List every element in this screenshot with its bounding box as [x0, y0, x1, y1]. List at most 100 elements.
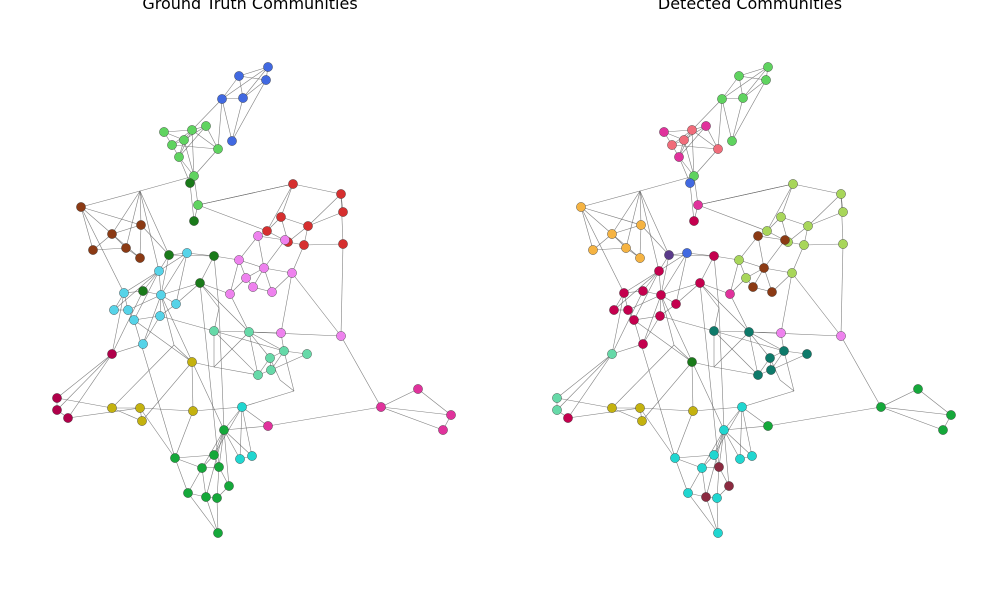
- graph-edge: [257, 235, 265, 269]
- graph-edge: [713, 255, 720, 309]
- graph-edge: [699, 282, 731, 295]
- graph-edge: [705, 429, 725, 498]
- graph-node: [552, 405, 562, 415]
- graph-node: [63, 413, 73, 423]
- graph-node: [738, 93, 748, 103]
- graph-edge: [660, 254, 670, 296]
- graph-node: [664, 250, 674, 260]
- graph-edge: [697, 204, 768, 232]
- graph-edge: [223, 406, 243, 431]
- graph-edge: [716, 466, 720, 499]
- graph-edge: [139, 407, 176, 459]
- graph-node: [121, 243, 131, 253]
- graph-edge: [738, 66, 769, 77]
- graph-edge: [687, 492, 719, 534]
- graph-node: [607, 403, 617, 413]
- graph-edge: [199, 282, 250, 333]
- graph-edge: [187, 492, 219, 534]
- graph-node: [338, 207, 348, 217]
- graph-edge: [717, 98, 723, 150]
- graph-node: [762, 226, 772, 236]
- graph-node: [170, 453, 180, 463]
- graph-edge: [242, 66, 269, 99]
- graph-node: [638, 339, 648, 349]
- graph-node: [671, 299, 681, 309]
- graph-node: [107, 229, 117, 239]
- graph-node: [713, 144, 723, 154]
- graph-edge: [580, 206, 642, 226]
- graph-edge: [199, 282, 220, 468]
- graph-edge: [213, 330, 259, 376]
- graph-edge: [729, 259, 740, 295]
- graph-edge: [692, 406, 743, 412]
- graph-node: [687, 357, 697, 367]
- graph-node: [761, 75, 771, 85]
- graph-edge: [741, 390, 795, 408]
- graph-node: [159, 127, 169, 137]
- graph-edge: [140, 224, 170, 256]
- graph-node: [182, 248, 192, 258]
- graph-node: [263, 421, 273, 431]
- graph-node: [209, 251, 219, 261]
- graph-edge: [241, 406, 253, 457]
- graph-edge: [683, 139, 695, 177]
- graph-edge: [580, 206, 613, 235]
- graph-edge: [216, 466, 220, 499]
- graph-edge: [716, 497, 719, 534]
- graph-node: [709, 326, 719, 336]
- graph-edge: [741, 406, 753, 457]
- graph-edge: [171, 144, 219, 150]
- graph-edge: [713, 330, 759, 376]
- graph-node: [276, 328, 286, 338]
- graph-edge: [675, 282, 701, 305]
- graph-node: [279, 346, 289, 356]
- graph-node: [189, 216, 199, 226]
- graph-edge: [197, 204, 268, 232]
- graph-edge: [142, 315, 161, 345]
- graph-node: [227, 136, 237, 146]
- graph-edge: [731, 97, 744, 142]
- graph-edge: [160, 254, 170, 296]
- graph-edge: [113, 270, 160, 311]
- graph-node: [88, 245, 98, 255]
- graph-edge: [307, 193, 342, 227]
- graph-edge: [699, 255, 715, 284]
- graph-node: [748, 282, 758, 292]
- graph-node: [201, 492, 211, 502]
- graph-edge: [67, 407, 141, 419]
- graph-edge: [193, 148, 219, 177]
- graph-edge: [80, 206, 142, 226]
- graph-node: [695, 278, 705, 288]
- graph-node: [164, 250, 174, 260]
- graph-edge: [125, 190, 141, 249]
- graph-edge: [199, 282, 231, 295]
- graph-edge: [780, 183, 794, 218]
- graph-edge: [280, 183, 294, 218]
- graph-edge: [221, 66, 269, 100]
- graph-edge: [718, 429, 725, 468]
- graph-edge: [223, 429, 241, 460]
- graph-edge: [731, 79, 767, 142]
- graph-node: [336, 189, 346, 199]
- graph-edge: [705, 496, 719, 534]
- graph-edge: [723, 429, 730, 487]
- graph-edge: [807, 193, 842, 227]
- graph-edge: [556, 353, 613, 399]
- graph-edge: [380, 406, 444, 431]
- graph-node: [744, 327, 754, 337]
- graph-node: [727, 136, 737, 146]
- graph-edge: [625, 190, 641, 249]
- graph-edge: [160, 294, 175, 346]
- graph-edge: [611, 343, 644, 355]
- graph-node: [714, 462, 724, 472]
- graph-node: [219, 425, 229, 435]
- graph-edge: [639, 175, 695, 192]
- graph-edge: [691, 129, 695, 177]
- graph-node: [788, 179, 798, 189]
- graph-edge: [267, 406, 382, 427]
- graph-edge: [221, 98, 233, 142]
- graph-edge: [639, 407, 676, 459]
- graph-edge: [723, 429, 753, 457]
- graph-edge: [693, 175, 699, 206]
- graph-edge: [880, 406, 952, 416]
